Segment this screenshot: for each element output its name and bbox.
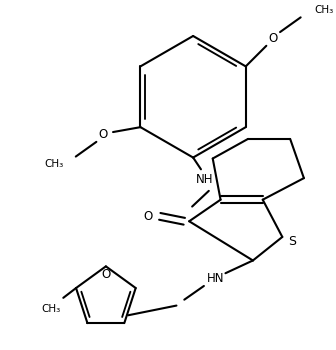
Text: O: O <box>143 210 153 223</box>
Text: CH₃: CH₃ <box>41 303 60 314</box>
Text: CH₃: CH₃ <box>314 5 334 14</box>
Text: S: S <box>288 235 296 248</box>
Text: O: O <box>98 128 108 141</box>
Text: O: O <box>101 268 111 281</box>
Text: CH₃: CH₃ <box>45 159 64 169</box>
Text: O: O <box>268 33 278 46</box>
Text: NH: NH <box>196 173 214 186</box>
Text: HN: HN <box>207 272 224 285</box>
